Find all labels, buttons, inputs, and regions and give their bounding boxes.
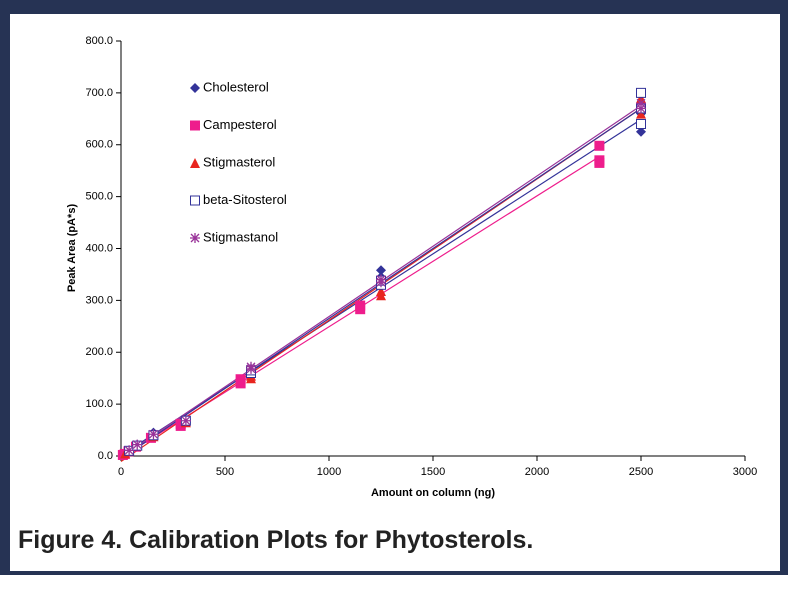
point — [376, 265, 386, 276]
x-tick-label: 2500 — [629, 466, 653, 478]
point — [636, 87, 646, 98]
point — [636, 103, 646, 114]
y-tick-label: 0.0 — [98, 450, 113, 462]
legend-marker — [190, 195, 200, 206]
y-axis-label: Peak Area (pA*s) — [66, 204, 78, 293]
point — [636, 108, 646, 119]
point — [235, 374, 246, 385]
y-tick-label: 200.0 — [85, 346, 113, 358]
point — [132, 439, 143, 450]
point — [124, 445, 135, 456]
x-tick-label: 1500 — [421, 466, 445, 478]
point — [148, 429, 159, 440]
legend-label: Stigmasterol — [203, 154, 275, 169]
point — [180, 415, 191, 426]
y-tick-label: 400.0 — [85, 242, 113, 254]
x-tick-label: 2000 — [525, 466, 549, 478]
legend-label: Cholesterol — [203, 79, 269, 94]
point — [376, 274, 386, 285]
point — [355, 300, 366, 311]
y-tick-label: 500.0 — [85, 191, 113, 203]
y-tick-label: 600.0 — [85, 139, 113, 151]
x-tick-label: 3000 — [733, 466, 757, 478]
point — [594, 140, 605, 151]
legend-marker — [190, 120, 200, 131]
x-tick-label: 500 — [216, 466, 234, 478]
point — [636, 119, 646, 129]
point — [175, 418, 186, 429]
legend-marker — [190, 233, 200, 243]
panel — [10, 14, 780, 571]
x-tick-label: 1000 — [317, 466, 341, 478]
point — [594, 155, 605, 166]
legend-label: Stigmastanol — [203, 229, 278, 244]
point — [246, 361, 256, 372]
point — [376, 286, 386, 297]
y-tick-label: 700.0 — [85, 87, 113, 99]
legend-marker — [190, 158, 200, 168]
point — [636, 98, 646, 109]
legend-label: Campesterol — [203, 117, 277, 132]
y-tick-label: 300.0 — [85, 294, 113, 306]
point — [636, 126, 646, 137]
legend-label: beta-Sitosterol — [203, 192, 287, 207]
caption: Figure 4. Calibration Plots for Phytoste… — [18, 526, 533, 554]
x-tick-label: 0 — [118, 466, 124, 478]
y-tick-label: 100.0 — [85, 398, 113, 410]
x-axis-label: Amount on column (ng) — [371, 487, 495, 499]
legend-marker — [190, 83, 200, 93]
y-tick-label: 800.0 — [85, 35, 113, 47]
